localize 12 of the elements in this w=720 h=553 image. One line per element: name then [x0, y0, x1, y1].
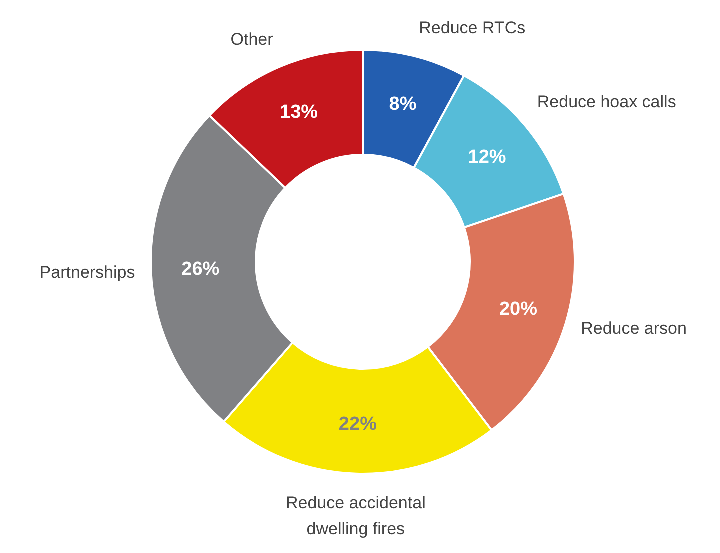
slice-label: Partnerships [40, 263, 136, 282]
data-label: 20% [499, 298, 538, 320]
data-label: 8% [389, 94, 417, 116]
data-label: 12% [468, 146, 506, 168]
data-label: 26% [182, 259, 220, 280]
slice-label: Reduce accidental dwelling fires [286, 493, 426, 538]
slice-label: Reduce arson [581, 318, 687, 338]
slice-label: Other [230, 30, 274, 49]
slice-label: Reduce RTCs [419, 18, 526, 38]
data-label: 13% [280, 102, 318, 124]
data-label: 22% [338, 414, 378, 435]
slice-label: Reduce hoax calls [537, 92, 676, 112]
